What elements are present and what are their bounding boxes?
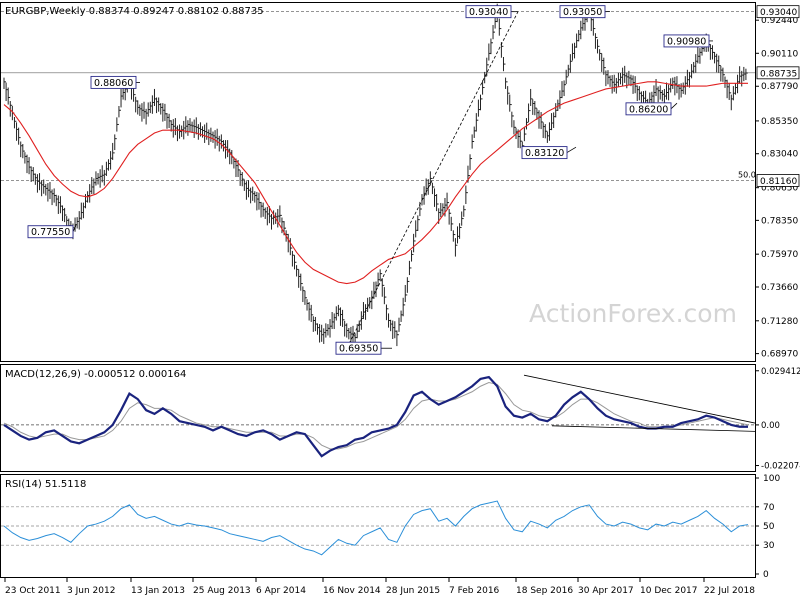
macd-axis: 0.029412 0.00 -0.022074 bbox=[755, 367, 800, 472]
high-value: 0.89247 bbox=[133, 6, 178, 17]
rsi-series bbox=[1, 500, 755, 556]
date-tick-label: 13 Jan 2013 bbox=[131, 586, 185, 596]
rsi-tick-label: 30 bbox=[763, 541, 775, 551]
macd-line bbox=[3, 375, 748, 458]
low_2015-marker-value: 0.69350 bbox=[339, 344, 378, 355]
price-tick-label: 0.83040 bbox=[761, 150, 798, 160]
high_2018-marker-box bbox=[663, 34, 710, 48]
macd-series bbox=[1, 374, 756, 458]
resistance-level-value: 0.93040 bbox=[760, 8, 797, 18]
rally-trend-line bbox=[346, 11, 519, 349]
fibonacci-label: 50.0 bbox=[738, 170, 756, 179]
macd-header: MACD(12,26,9) -0.000512 0.000164 bbox=[5, 369, 186, 380]
macd-tick-label: -0.022074 bbox=[761, 462, 800, 472]
rsi-tick-label: 0 bbox=[763, 570, 769, 580]
date-tick-label: 23 Oct 2011 bbox=[5, 586, 61, 596]
price-axis: 0.92440 0.90110 0.87790 0.85350 0.83040 0.806… bbox=[755, 5, 800, 360]
price-tick-label: 0.90110 bbox=[761, 49, 798, 59]
price-tick-label: 0.87790 bbox=[761, 82, 798, 92]
high_2012-marker-value: 0.88060 bbox=[94, 78, 133, 89]
macd-signal-line bbox=[3, 382, 749, 450]
date-tick-label: 18 Sep 2016 bbox=[516, 586, 573, 596]
low_2018-marker-box bbox=[625, 102, 672, 116]
price-tick-label: 0.78350 bbox=[761, 216, 798, 226]
high_2016-marker-box bbox=[465, 5, 512, 19]
date-tick-label: 7 Feb 2016 bbox=[449, 586, 500, 596]
macd-divergence-lower bbox=[551, 425, 756, 432]
low_2016-marker-leader bbox=[566, 146, 577, 153]
date-tick-label: 22 Jul 2018 bbox=[704, 586, 755, 596]
current-level-value: 0.88735 bbox=[760, 69, 797, 79]
fibonacci-level-box bbox=[756, 174, 800, 187]
date-tick-label: 25 Aug 2013 bbox=[193, 586, 251, 596]
low_2018-marker-leader bbox=[670, 102, 678, 110]
low_2018-marker-value: 0.86200 bbox=[629, 104, 668, 115]
price-header: EURGBP,Weekly 0.88374 0.89247 0.88102 0.… bbox=[5, 6, 264, 17]
low_2016-marker-value: 0.83120 bbox=[525, 148, 564, 159]
date-tick-label: 10 Dec 2017 bbox=[640, 586, 698, 596]
price-panel-frame bbox=[0, 2, 756, 362]
moving-average bbox=[3, 81, 748, 285]
high_2012-marker-box bbox=[90, 75, 137, 89]
date-tick-label: 6 Apr 2014 bbox=[256, 586, 306, 596]
date-tick-label: 3 Jun 2012 bbox=[67, 586, 115, 596]
rsi-axis: 100 70 50 30 0 bbox=[755, 474, 780, 580]
rsi-header: RSI(14) 51.5118 bbox=[5, 479, 86, 490]
watermark: ActionForex.com bbox=[529, 299, 737, 328]
high_2017-marker-value: 0.93050 bbox=[563, 7, 602, 18]
close-value: 0.88735 bbox=[222, 6, 263, 17]
date-axis: 23 Oct 2011 3 Jun 2012 13 Jan 2013 25 Aug 2… bbox=[4, 578, 755, 596]
trend-lines bbox=[346, 11, 519, 349]
low_2012-marker-leader bbox=[72, 225, 77, 232]
resistance-level-box bbox=[756, 5, 800, 19]
price-tick-label: 0.71280 bbox=[761, 317, 798, 327]
price-tick-label: 0.92440 bbox=[761, 16, 798, 26]
low_2012-marker-box bbox=[27, 225, 74, 239]
macd-tick-label: 0.029412 bbox=[761, 367, 800, 377]
macd-divergence-upper bbox=[523, 374, 756, 424]
rsi-tick-label: 50 bbox=[763, 522, 775, 532]
open-value: 0.88374 bbox=[89, 6, 134, 17]
price-tick-label: 0.75970 bbox=[761, 250, 798, 260]
current-level-box bbox=[756, 66, 800, 80]
date-tick-label: 30 Apr 2017 bbox=[578, 586, 634, 596]
macd-tick-label: 0.00 bbox=[761, 421, 780, 431]
moving-average-line bbox=[3, 81, 748, 285]
price-tick-label: 0.85350 bbox=[761, 117, 798, 127]
price-bars bbox=[3, 3, 748, 349]
low_2012-marker-value: 0.77550 bbox=[31, 227, 70, 238]
high_2018-marker-value: 0.90980 bbox=[667, 36, 706, 47]
date-tick-label: 16 Nov 2014 bbox=[323, 586, 381, 596]
high_2016-marker-value: 0.93040 bbox=[469, 7, 508, 18]
price-tick-label: 0.68970 bbox=[761, 350, 798, 360]
rsi-tick-label: 100 bbox=[763, 474, 780, 484]
low-value: 0.88102 bbox=[178, 6, 223, 17]
rsi-line bbox=[3, 500, 749, 556]
date-tick-label: 28 Jun 2015 bbox=[386, 586, 440, 596]
price-tick-label: 0.73660 bbox=[761, 283, 798, 293]
price-marker-labels: 0.93040 0.93050 0.90980 0.88060 0.86200 0.831… bbox=[27, 5, 713, 355]
low_2016-marker-box bbox=[521, 146, 568, 160]
rsi-tick-label: 70 bbox=[763, 503, 775, 513]
fibonacci-level-value: 0.81160 bbox=[760, 177, 797, 187]
macd-panel-frame bbox=[0, 364, 756, 472]
low_2015-marker-box bbox=[335, 341, 382, 355]
symbol-label: EURGBP,Weekly bbox=[5, 6, 89, 17]
high_2017-marker-box bbox=[559, 5, 606, 19]
price-tick-label: 0.80650 bbox=[761, 184, 798, 194]
